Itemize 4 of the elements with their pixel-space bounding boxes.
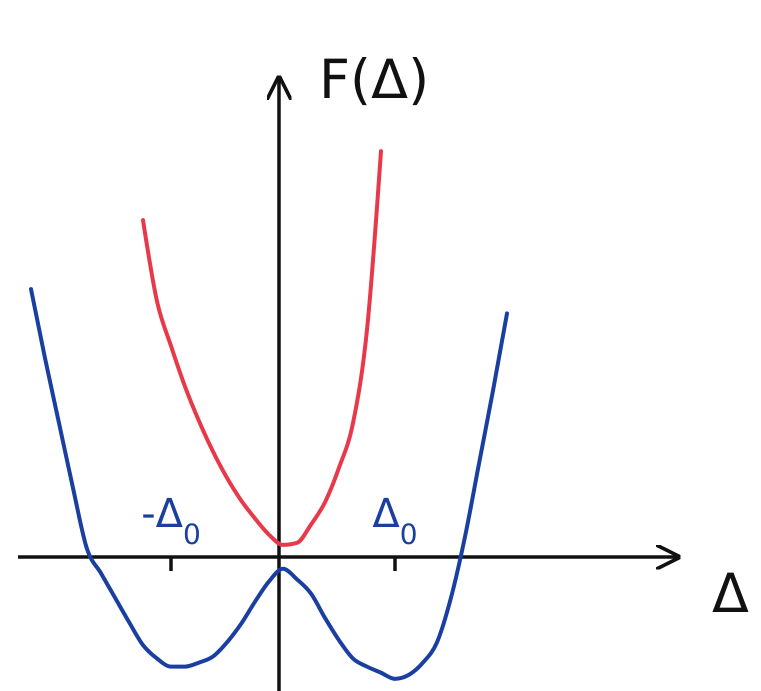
x-tick-label: -Δ$_{0}$ bbox=[141, 491, 201, 551]
x-tick-label: Δ$_{0}$ bbox=[372, 491, 418, 551]
y-axis-title: F(Δ) bbox=[319, 48, 430, 111]
x-axis-title: Δ bbox=[712, 562, 750, 626]
